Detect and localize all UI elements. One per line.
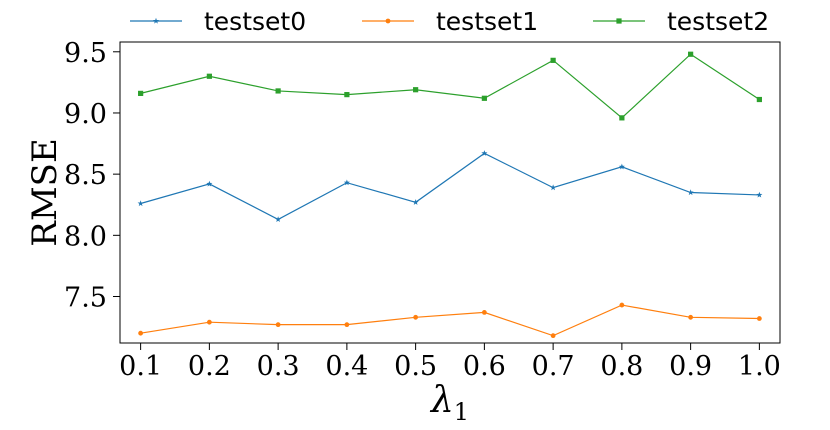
y-axis-ticks: 7.5 8.0 8.5 9.0 9.5 [64, 38, 120, 314]
data-point-testset2 [138, 90, 144, 96]
series-testset2 [138, 51, 762, 121]
series-testset1 [138, 302, 762, 339]
data-point-testset0 [687, 189, 694, 196]
legend-item-testset2: testset2 [593, 7, 769, 36]
data-point-testset1 [481, 310, 487, 315]
data-point-testset1 [413, 314, 419, 320]
data-point-testset0 [137, 200, 144, 207]
data-point-testset1 [550, 333, 556, 339]
x-tick-label: 0.1 [119, 351, 162, 382]
data-point-testset2 [756, 96, 762, 103]
data-point-testset2 [275, 88, 281, 94]
data-point-testset0 [756, 191, 763, 198]
data-point-testset1 [344, 322, 350, 328]
data-point-testset2 [481, 95, 487, 101]
x-tick-label: 0.4 [325, 351, 368, 382]
x-tick-label: 0.7 [532, 351, 575, 382]
x-tick-label: 0.2 [188, 351, 231, 382]
data-point-testset2 [206, 73, 212, 79]
data-point-testset0 [412, 199, 419, 205]
series-line-testset2 [140, 53, 760, 119]
legend-marker [152, 17, 160, 24]
x-tick-label: 0.9 [669, 351, 712, 382]
data-point-testset2 [550, 57, 556, 63]
data-point-testset0 [275, 216, 282, 223]
plot-area-frame [119, 41, 781, 344]
x-tick-label: 0.8 [600, 351, 643, 382]
data-point-testset2 [688, 51, 694, 57]
legend-label: testset0 [204, 7, 306, 36]
x-axis-label-subscript: 1 [454, 398, 469, 426]
data-point-testset0 [343, 179, 350, 186]
data-point-testset1 [756, 316, 762, 321]
y-axis-label: RMSE [25, 138, 65, 247]
data-point-testset1 [275, 322, 281, 328]
x-tick-label: 0.3 [257, 351, 300, 382]
y-tick-label: 9.5 [64, 38, 107, 69]
data-point-testset1 [688, 314, 694, 320]
legend-label: testset2 [667, 7, 769, 36]
data-point-testset2 [344, 92, 350, 98]
x-axis-label: λ1 [429, 380, 469, 426]
data-point-testset2 [619, 115, 625, 121]
y-tick-label: 8.0 [64, 221, 107, 252]
data-point-testset0 [481, 150, 488, 156]
series-testset0 [137, 150, 763, 223]
series-line-testset0 [140, 152, 760, 221]
legend: testset0 testset1 testset2 [130, 7, 769, 36]
x-tick-label: 0.5 [394, 351, 437, 382]
data-point-testset1 [206, 319, 212, 325]
data-point-testset2 [413, 87, 419, 93]
legend-item-testset1: testset1 [362, 7, 538, 36]
y-tick-label: 8.5 [64, 160, 107, 191]
x-tick-label: 1.0 [738, 351, 781, 382]
data-point-testset1 [138, 330, 144, 336]
series-line-testset1 [140, 304, 760, 337]
data-point-testset0 [618, 163, 625, 170]
x-tick-label: 0.6 [463, 351, 506, 382]
y-tick-label: 9.0 [64, 99, 107, 130]
y-tick-label: 7.5 [64, 283, 107, 314]
data-point-testset0 [206, 180, 213, 187]
legend-marker [616, 18, 622, 24]
data-point-testset1 [619, 302, 625, 308]
x-axis-label-main: λ [429, 380, 454, 421]
legend-label: testset1 [436, 7, 538, 36]
legend-item-testset0: testset0 [130, 7, 306, 36]
legend-marker [385, 18, 391, 24]
series-layer [137, 51, 763, 339]
data-point-testset0 [550, 184, 557, 191]
x-axis-ticks: 0.1 0.2 0.3 0.4 0.5 0.6 0.7 0.8 0.9 1.0 [119, 343, 781, 382]
